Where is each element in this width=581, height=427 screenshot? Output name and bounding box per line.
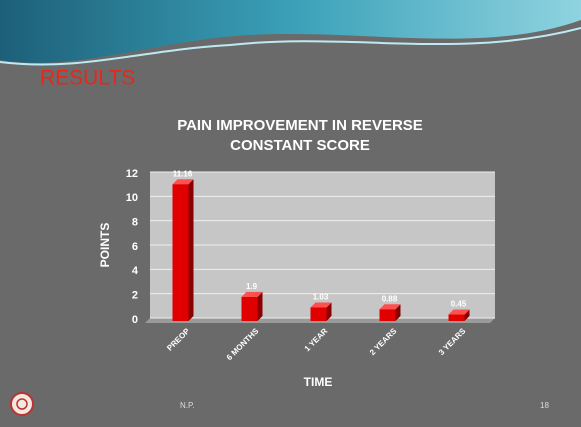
value-label: 11.16 [173, 169, 193, 178]
bar [310, 307, 327, 321]
y-tick-label: 12 [126, 168, 138, 180]
header-wave [0, 0, 581, 63]
bar-side [188, 179, 194, 321]
footer-author: N.P. [180, 401, 195, 410]
value-label: 0.45 [451, 300, 467, 309]
bar-side [326, 302, 332, 321]
bar-side [257, 291, 263, 321]
bar-top [172, 179, 194, 185]
header-line [0, 27, 581, 66]
bar-top [448, 309, 470, 315]
bar [448, 314, 465, 321]
y-tick-label: 0 [132, 314, 138, 326]
y-axis-label: POINTS [98, 223, 112, 268]
bar [241, 296, 258, 321]
chart-title: PAIN IMPROVEMENT IN REVERSE [177, 117, 423, 134]
chart-title: CONSTANT SCORE [230, 137, 370, 154]
footer-page: 18 [540, 401, 549, 410]
bar [379, 309, 396, 321]
y-tick-label: 8 [132, 217, 138, 229]
slide-heading: RESULTS [40, 67, 135, 90]
bar-side [395, 304, 401, 321]
bar-top [310, 302, 332, 308]
value-label: 1.03 [313, 293, 329, 302]
y-tick-label: 10 [126, 192, 138, 204]
bar-top [241, 291, 263, 297]
y-tick-label: 6 [132, 241, 138, 253]
value-label: 0.88 [382, 294, 398, 303]
bar-side [464, 309, 470, 321]
x-axis-label: TIME [304, 375, 333, 389]
y-tick-label: 4 [132, 265, 139, 277]
bar [172, 184, 189, 321]
value-label: 1.9 [246, 282, 258, 291]
bar-top [379, 304, 401, 310]
logo [10, 392, 34, 416]
y-tick-label: 2 [132, 290, 138, 302]
